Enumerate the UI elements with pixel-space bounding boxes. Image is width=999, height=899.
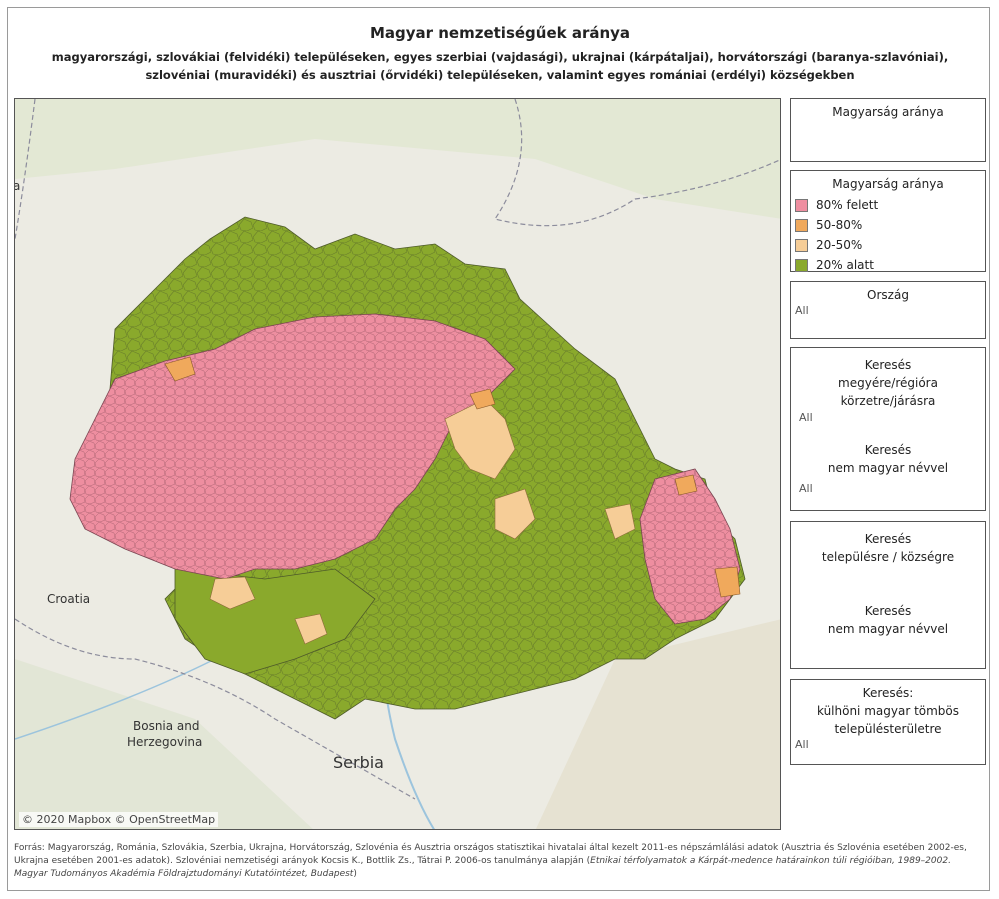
dashboard-frame	[7, 7, 990, 891]
source-end: )	[353, 869, 357, 879]
legend-label-50-80: 50-80%	[816, 218, 863, 232]
map-label-edge: a	[15, 179, 20, 193]
search-settlement-title-1: Keresés	[864, 532, 912, 546]
region-50-80-b[interactable]	[469, 388, 496, 410]
search-region-title-5: nem magyar névvel	[827, 461, 949, 475]
map-view[interactable]: a Croatia Bosnia and Herzegovina Serbia …	[14, 98, 781, 830]
legend-item-20-50[interactable]: 20-50%	[791, 235, 985, 255]
page-title: Magyar nemzetiségűek aránya	[369, 24, 631, 42]
country-filter-title: Ország	[867, 288, 909, 302]
search-region-input[interactable]: All	[799, 411, 813, 424]
region-20-50-c[interactable]	[209, 576, 256, 610]
country-filter-panel[interactable]: Ország All	[790, 281, 986, 339]
search-region-title-3: körzetre/járásra	[840, 394, 936, 408]
legend-title: Magyarság aránya	[832, 177, 944, 191]
search-block-input[interactable]: All	[795, 738, 809, 751]
search-block-title-3: településterületre	[834, 722, 942, 736]
search-region-panel[interactable]: Keresés megyére/régióra körzetre/járásra…	[790, 347, 986, 511]
search-block-title-2: külhöni magyar tömbös	[816, 704, 960, 718]
legend-swatch-under-20	[795, 258, 808, 272]
country-filter-value[interactable]: All	[795, 304, 809, 317]
border-line-south	[15, 618, 416, 800]
ratio-filter-panel[interactable]: Magyarság aránya	[790, 98, 986, 162]
terrain-southeast	[535, 619, 780, 829]
legend-item-50-80[interactable]: 50-80%	[791, 215, 985, 235]
map-label-serbia: Serbia	[333, 753, 384, 772]
search-settlement-panel[interactable]: Keresés településre / községre Keresés n…	[790, 521, 986, 669]
legend-label-over-80: 80% felett	[816, 198, 879, 212]
legend-swatch-20-50	[795, 238, 808, 252]
legend-label-20-50: 20-50%	[816, 238, 863, 252]
search-region-title-4: Keresés	[864, 443, 912, 457]
search-region-nonhu-input[interactable]: All	[799, 482, 813, 495]
region-20-50-e[interactable]	[604, 503, 636, 540]
search-settlement-title-4[interactable]: nem magyar névvel	[827, 622, 949, 636]
region-20-50-b[interactable]	[494, 488, 536, 540]
search-settlement-title-2[interactable]: településre / községre	[821, 550, 955, 564]
region-50-80-d[interactable]	[674, 474, 698, 496]
map-label-bosnia-1: Bosnia and	[133, 719, 200, 733]
map-canvas[interactable]	[15, 99, 781, 830]
border-line-west	[15, 99, 36, 240]
ratio-filter-title: Magyarság aránya	[832, 105, 944, 119]
region-50-80-c[interactable]	[714, 566, 741, 598]
legend-swatch-over-80	[795, 198, 808, 212]
source-text: Forrás: Magyarország, Románia, Szlovákia…	[14, 843, 967, 866]
legend-item-over-80[interactable]: 80% felett	[791, 195, 985, 215]
source-footer: Forrás: Magyarország, Románia, Szlovákia…	[14, 842, 982, 881]
region-over-80-cells	[70, 314, 515, 579]
region-50-80-a[interactable]	[164, 356, 196, 382]
legend-swatch-50-80	[795, 218, 808, 232]
border-line-north	[494, 99, 780, 227]
region-20-50-d[interactable]	[294, 613, 328, 645]
search-block-panel[interactable]: Keresés: külhöni magyar tömbös település…	[790, 679, 986, 765]
legend-panel: Magyarság aránya 80% felett 50-80% 20-50…	[790, 170, 986, 272]
map-label-croatia: Croatia	[47, 592, 91, 606]
map-attribution[interactable]: © 2020 Mapbox © OpenStreetMap	[19, 812, 219, 827]
region-over-80-east-cells	[640, 469, 740, 624]
legend-item-under-20[interactable]: 20% alatt	[791, 255, 985, 275]
legend-label-under-20: 20% alatt	[816, 258, 874, 272]
search-region-title-1: Keresés	[864, 358, 912, 372]
search-settlement-title-3: Keresés	[864, 604, 912, 618]
search-block-title-1: Keresés:	[862, 686, 914, 700]
page-subtitle: magyarországi, szlovákiai (felvidéki) te…	[51, 50, 949, 82]
terrain-southwest	[15, 659, 313, 829]
terrain-north	[15, 99, 780, 219]
search-region-title-2: megyére/régióra	[838, 376, 938, 390]
map-label-bosnia-2: Herzegovina	[127, 735, 203, 749]
source-italic-reference: Etnikai térfolyamatok a Kárpát-medence h…	[14, 856, 951, 879]
